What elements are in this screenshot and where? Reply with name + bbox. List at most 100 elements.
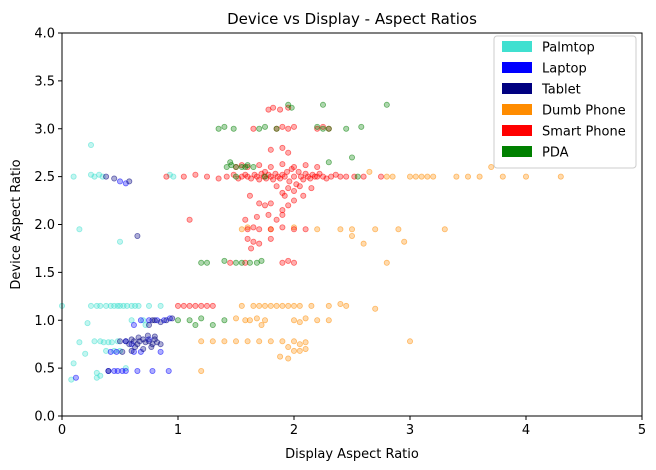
- data-point: [117, 238, 124, 245]
- data-point: [198, 338, 205, 345]
- data-point: [250, 302, 257, 309]
- data-point: [488, 164, 495, 171]
- data-point: [261, 123, 268, 130]
- data-point: [221, 338, 228, 345]
- data-point: [267, 200, 274, 207]
- data-point: [256, 302, 263, 309]
- data-point: [108, 339, 115, 346]
- data-point: [215, 175, 222, 182]
- x-tick-label: 5: [638, 423, 646, 438]
- data-point: [186, 216, 193, 223]
- x-tick-label: 2: [290, 423, 298, 438]
- data-point: [169, 315, 176, 322]
- data-point: [117, 178, 124, 185]
- data-point: [325, 159, 332, 166]
- y-tick-label: 1.5: [34, 266, 55, 281]
- data-point: [441, 226, 448, 233]
- data-point: [107, 348, 114, 355]
- data-point: [232, 315, 239, 322]
- x-tick-label: 3: [406, 423, 414, 438]
- data-point: [88, 302, 95, 309]
- data-point: [389, 173, 396, 180]
- data-point: [97, 338, 104, 345]
- data-point: [157, 319, 164, 326]
- data-point: [223, 173, 230, 180]
- data-point: [286, 178, 293, 185]
- legend-swatch: [502, 146, 532, 157]
- data-point: [256, 226, 263, 233]
- data-point: [453, 173, 460, 180]
- data-point: [285, 185, 292, 192]
- data-point: [163, 317, 170, 324]
- legend-swatch: [502, 62, 532, 73]
- legend-label: PDA: [542, 146, 569, 161]
- data-point: [242, 164, 249, 171]
- data-point: [273, 183, 280, 190]
- data-point: [134, 367, 141, 374]
- data-point: [258, 322, 265, 329]
- data-point: [248, 175, 255, 182]
- data-point: [256, 200, 263, 207]
- data-point: [128, 347, 135, 354]
- y-tick-label: 1.0: [34, 314, 55, 329]
- y-tick-label: 0.0: [34, 410, 55, 425]
- data-point: [358, 123, 365, 130]
- data-point: [308, 185, 315, 192]
- data-point: [261, 168, 268, 175]
- y-tick-label: 2.0: [34, 218, 55, 233]
- data-point: [170, 173, 177, 180]
- data-point: [308, 302, 315, 309]
- data-point: [186, 317, 193, 324]
- data-point: [88, 142, 95, 149]
- data-point: [123, 302, 130, 309]
- data-point: [277, 353, 284, 360]
- data-point: [383, 173, 390, 180]
- y-axis-label: Device Aspect Ratio: [9, 159, 24, 289]
- data-point: [261, 173, 268, 180]
- data-point: [209, 302, 216, 309]
- data-point: [70, 360, 77, 367]
- data-point: [406, 338, 413, 345]
- data-point: [401, 238, 408, 245]
- data-point: [253, 213, 260, 220]
- legend-swatch: [502, 104, 532, 115]
- data-point: [209, 338, 216, 345]
- data-point: [84, 320, 91, 327]
- data-point: [337, 300, 344, 307]
- data-point: [134, 232, 141, 239]
- data-point: [499, 173, 506, 180]
- data-point: [232, 164, 239, 171]
- data-point: [151, 333, 158, 340]
- data-point: [180, 302, 187, 309]
- data-point: [250, 125, 257, 132]
- data-point: [372, 226, 379, 233]
- data-point: [126, 341, 133, 348]
- legend: Palmtop Laptop Tablet Dumb Phone Smart Phone…: [493, 35, 637, 169]
- data-point: [285, 202, 292, 209]
- data-point: [273, 125, 280, 132]
- data-point: [242, 317, 249, 324]
- data-point: [290, 123, 297, 130]
- data-point: [76, 226, 83, 233]
- data-point: [192, 302, 199, 309]
- data-point: [476, 173, 483, 180]
- data-point: [337, 226, 344, 233]
- data-point: [343, 125, 350, 132]
- data-point: [279, 211, 286, 218]
- data-point: [430, 173, 437, 180]
- data-point: [319, 101, 326, 108]
- data-point: [290, 226, 297, 233]
- y-tick-label: 4.0: [34, 27, 55, 42]
- data-point: [157, 341, 164, 348]
- data-point: [230, 125, 237, 132]
- data-point: [174, 302, 181, 309]
- data-point: [290, 187, 297, 194]
- data-point: [523, 173, 530, 180]
- data-point: [270, 104, 277, 111]
- data-point: [412, 173, 419, 180]
- data-point: [203, 259, 210, 266]
- data-point: [314, 317, 321, 324]
- data-point: [354, 173, 361, 180]
- data-point: [221, 317, 228, 324]
